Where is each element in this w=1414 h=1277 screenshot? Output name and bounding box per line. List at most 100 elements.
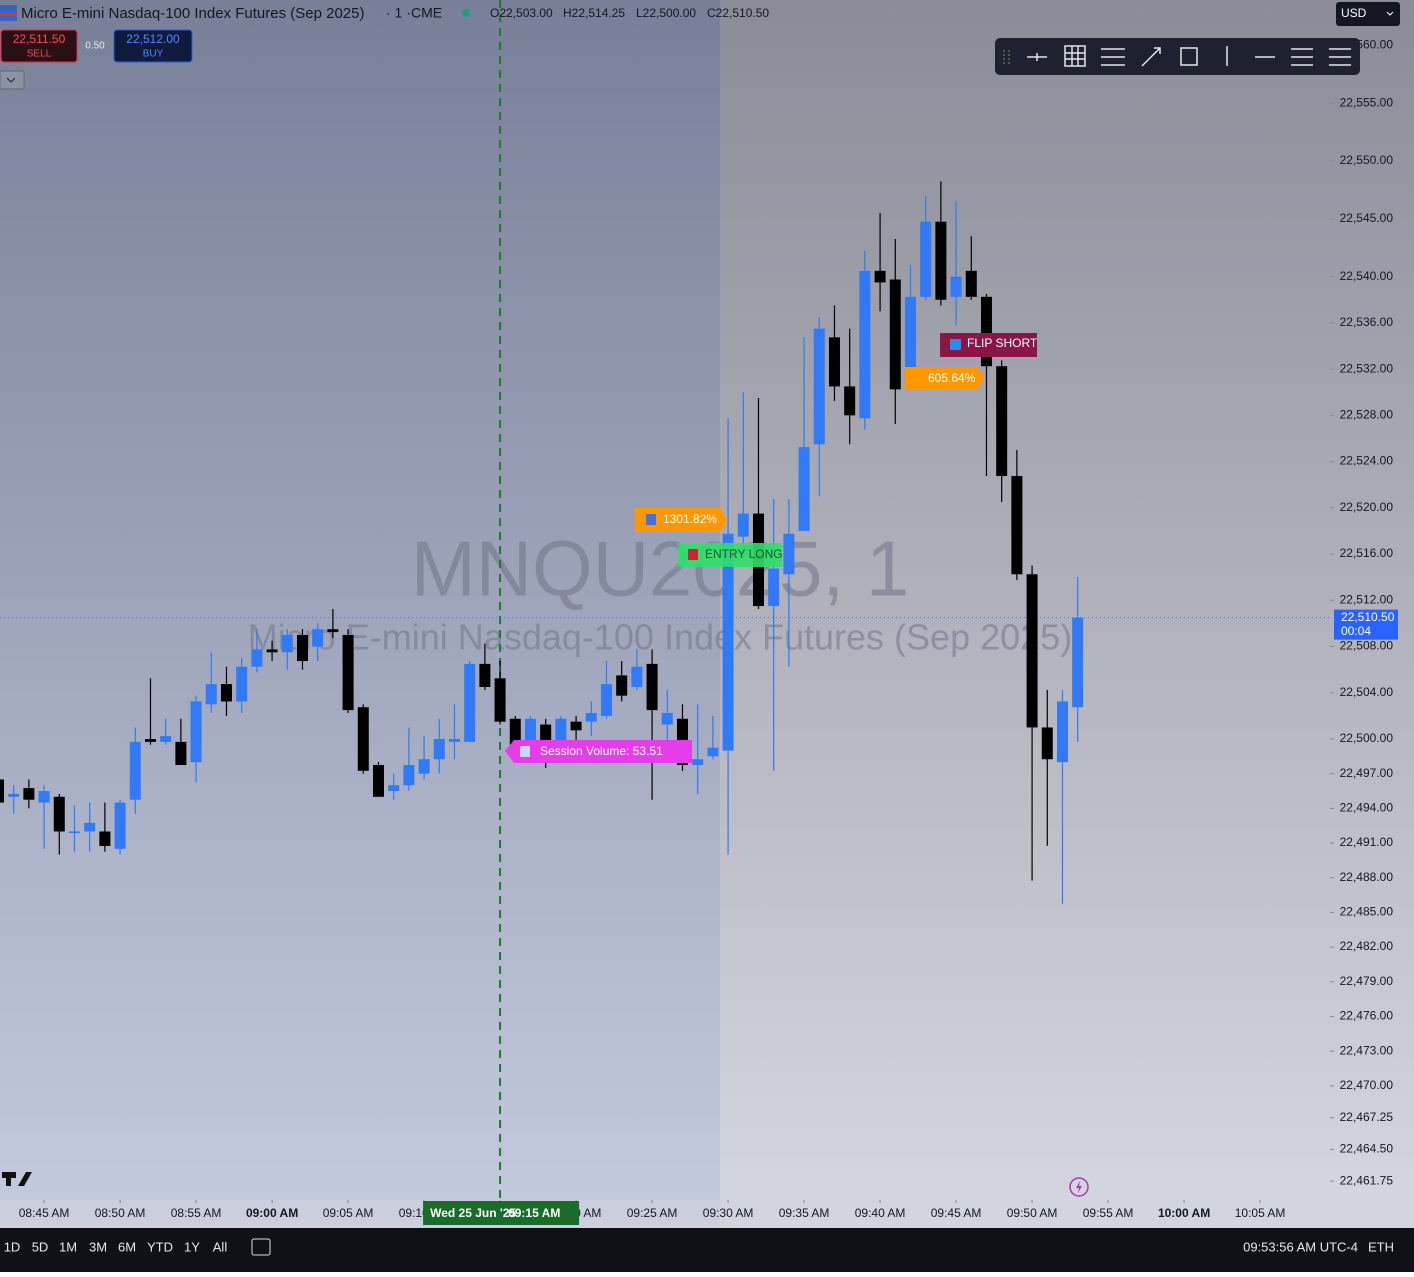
icon (688, 549, 698, 560)
x-tick-label: 09:50 AM (1007, 1206, 1058, 1220)
candle-body (965, 270, 977, 297)
candle-body (479, 663, 491, 687)
last-price-label: 22,510.50 (1341, 610, 1395, 624)
candle-body (889, 279, 901, 390)
candle-body (494, 678, 506, 722)
range-button[interactable]: 1Y (184, 1239, 200, 1254)
sell-button[interactable] (0, 29, 78, 63)
candle-body (114, 802, 126, 849)
ohlc-high: H22,514.25 (563, 6, 625, 20)
buy-button[interactable] (113, 29, 193, 63)
candle-body (266, 649, 278, 653)
annotation-box (505, 740, 692, 763)
candle-body (68, 831, 80, 833)
range-button[interactable]: 6M (118, 1239, 136, 1254)
tool-line[interactable] (1027, 53, 1047, 61)
range-button[interactable]: 1D (4, 1239, 21, 1254)
annotation-text: ENTRY LONG (705, 547, 783, 561)
alert-icon[interactable] (1069, 1177, 1089, 1197)
y-tick-label: 22,504.00 (1340, 685, 1394, 699)
range-button[interactable]: 5D (32, 1239, 49, 1254)
logo (2, 1172, 32, 1186)
y-tick-label: 22,500.00 (1340, 731, 1394, 745)
candle-body (661, 712, 673, 725)
ohlc-open: O22,503.00 (490, 6, 553, 20)
candle-body (722, 533, 734, 751)
countdown: 00:04 (1341, 624, 1371, 638)
candle-body (1041, 727, 1053, 760)
crosshair-time: 09:15 AM (508, 1206, 560, 1220)
y-tick-label: 22,479.00 (1340, 974, 1394, 988)
x-tick-label: 10:00 AM (1158, 1206, 1210, 1220)
candle-body (920, 221, 932, 297)
y-tick-label: 22,536.00 (1340, 315, 1394, 329)
chevron (1386, 11, 1394, 16)
bolt (1076, 1181, 1082, 1193)
status-dot (462, 9, 470, 17)
candle-body (448, 739, 460, 742)
currency[interactable]: USD (1341, 6, 1367, 20)
tool-arrow[interactable] (1141, 47, 1161, 67)
candle-body (1072, 617, 1084, 708)
x-tick-label: 10:05 AM (1235, 1206, 1286, 1220)
spread: 0.50 (85, 41, 105, 52)
candle-body (403, 765, 415, 786)
annotation-text: 1301.82% (663, 512, 717, 526)
candle-body (509, 718, 521, 745)
background-right (720, 0, 1414, 1228)
candle-body (813, 328, 825, 445)
date-range-icon[interactable] (251, 1238, 271, 1256)
y-tick-label: 22,470.00 (1340, 1078, 1394, 1092)
candle-body (737, 513, 749, 537)
y-tick-label: 22,488.00 (1340, 870, 1394, 884)
tool-settings[interactable] (1291, 48, 1313, 66)
range-button[interactable]: All (213, 1239, 228, 1254)
y-tick-label: 22,532.00 (1340, 361, 1394, 375)
bottom-toolbar (0, 1228, 1414, 1272)
candle-body (312, 629, 324, 647)
candle-body (372, 765, 384, 797)
interval: · 1 · (386, 5, 411, 21)
sell-price[interactable]: 22,511.50 (13, 32, 66, 46)
candle-body (631, 666, 643, 687)
y-tick-label: 22,461.75 (1340, 1173, 1394, 1187)
candle-body (950, 276, 962, 297)
ohlc-low: L22,500.00 (636, 6, 696, 20)
symbol-title: Micro E-mini Nasdaq-100 Index Futures (S… (21, 5, 365, 22)
buy-price[interactable]: 22,512.00 (126, 32, 180, 46)
collapse-button[interactable] (0, 70, 25, 90)
sell-label[interactable]: SELL (27, 49, 52, 60)
axes: 22,560.0022,555.0022,550.0022,545.0022,5… (19, 38, 1398, 1225)
ohlc-close: C22,510.50 (707, 6, 769, 20)
range-button[interactable]: 1M (59, 1239, 77, 1254)
tool-fib[interactable] (1101, 48, 1125, 66)
candle-body (84, 822, 96, 832)
y-tick-label: 22,491.00 (1340, 835, 1394, 849)
crosshair-date: Wed 25 Jun '25 (430, 1206, 516, 1220)
y-tick-label: 22,464.50 (1340, 1142, 1394, 1156)
y-tick-label: 22,555.00 (1340, 95, 1394, 109)
y-tick-label: 22,524.00 (1340, 454, 1394, 468)
currency-button[interactable] (1336, 2, 1400, 26)
candle-body (996, 366, 1008, 477)
candle-body (251, 649, 263, 667)
tool-rect[interactable] (1180, 47, 1198, 66)
candle-body (38, 791, 50, 803)
y-tick-label: 22,520.00 (1340, 500, 1394, 514)
x-tick-label: 09:00 AM (246, 1206, 298, 1220)
tool-grid[interactable] (1064, 45, 1086, 67)
candle-body (828, 337, 840, 387)
candle-body (555, 718, 567, 760)
candle-body (160, 736, 172, 742)
candle-body (281, 634, 293, 653)
candle-body (418, 759, 430, 774)
range-button[interactable]: 3M (89, 1239, 107, 1254)
buy-label[interactable]: BUY (143, 49, 164, 60)
exchange: CME (411, 5, 442, 21)
tool-more[interactable] (1329, 48, 1351, 66)
x-tick-label: 09:35 AM (779, 1206, 830, 1220)
candle-body (296, 634, 308, 661)
range-button[interactable]: YTD (147, 1239, 173, 1254)
session[interactable]: ETH (1368, 1239, 1394, 1254)
